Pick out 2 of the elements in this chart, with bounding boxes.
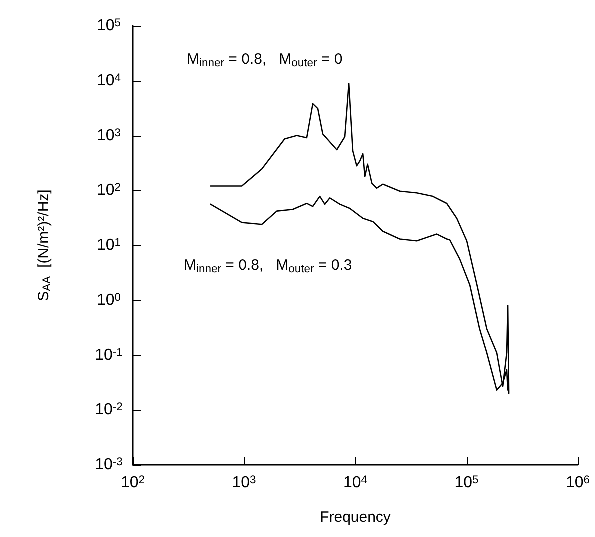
y-axis-title: SAA [(N/m²)²/Hz] <box>35 190 54 302</box>
x-axis-title: Frequency <box>320 509 392 526</box>
